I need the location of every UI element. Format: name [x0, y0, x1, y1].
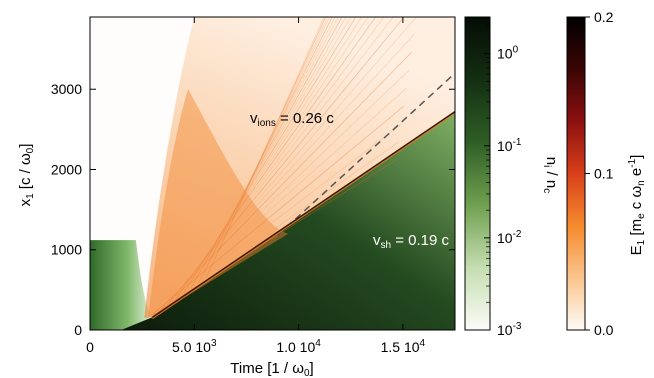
ion-streak — [173, 17, 385, 300]
y-axis-label-sub2: 0 — [25, 147, 36, 153]
field-label-end: ] — [628, 155, 645, 159]
ion-streak — [151, 123, 402, 316]
density-tick-label: 10-1 — [497, 137, 522, 154]
ion-streaks — [146, 17, 417, 319]
x-axis-label-main: Time [1 / ω — [230, 360, 304, 377]
ion-streak — [206, 17, 326, 278]
ion-streak — [186, 17, 352, 292]
shock-front-glow — [152, 112, 455, 320]
ion-streak — [148, 141, 400, 317]
density-tick-label: 100 — [497, 45, 519, 62]
x-axis-label: Time [1 / ω0] — [230, 360, 313, 378]
ion-streak — [183, 17, 357, 293]
ion-velocity-sub: ions — [258, 118, 276, 129]
x-axis-label-end: ] — [310, 360, 314, 377]
ion-streak — [166, 17, 417, 305]
density-label-sub1: i — [541, 165, 552, 167]
ion-streak — [156, 87, 407, 312]
y-axis-label-end: ] — [17, 144, 34, 148]
x-tick-label: 1.0 104 — [276, 338, 321, 355]
field-label-mid: [m — [628, 219, 645, 240]
x-tick-label: 0 — [86, 339, 94, 355]
x-axis-ticks: 0 5.0 103 1.0 104 1.5 104 — [86, 17, 426, 355]
ion-streak — [198, 17, 333, 283]
field-label-sub2: e — [636, 213, 647, 219]
density-colorbar-ticks: 10-3 10-2 10-1 100 — [484, 25, 522, 338]
ion-streak — [203, 17, 328, 280]
ion-streak — [178, 17, 369, 297]
field-tick-label: 0.2 — [594, 9, 614, 25]
ion-streak — [153, 105, 405, 314]
y-axis-label: x1 [c / ω0] — [17, 144, 36, 207]
y-axis-label-mid: [c / ω — [17, 153, 34, 193]
ion-streak — [196, 17, 336, 285]
y-tick-label: 2000 — [51, 161, 82, 177]
ion-velocity-annotation: vions = 0.26 c — [250, 110, 334, 129]
density-label-mid: / n — [543, 167, 560, 188]
density-colorbar-label: ni / nc — [541, 157, 560, 193]
ion-streak — [146, 159, 397, 319]
field-tick-label: 0.0 — [594, 322, 614, 338]
y-tick-label: 1000 — [51, 242, 82, 258]
ion-streak — [201, 17, 331, 281]
field-label-mid3: e — [628, 168, 645, 181]
initial-target-band — [90, 240, 153, 330]
ion-streak — [158, 69, 410, 310]
field-colorbar — [566, 16, 586, 331]
x-axis-label-sub: 0 — [304, 368, 310, 378]
expanding-ions-region — [144, 17, 455, 318]
ion-streak — [188, 17, 347, 290]
density-tick-label: 10-3 — [497, 321, 522, 338]
ion-streak — [208, 17, 325, 276]
density-tick-label: 10-2 — [497, 229, 522, 246]
field-label-main: E — [628, 245, 645, 255]
y-tick-label: 3000 — [51, 81, 82, 97]
field-label-mid2: c ω — [628, 186, 645, 214]
ion-streak — [191, 17, 343, 288]
shock-velocity-annotation: vsh = 0.19 c — [373, 232, 450, 251]
y-axis-label-sub1: 1 — [25, 193, 36, 199]
plot-frame — [89, 16, 456, 331]
field-tick-label: 0.1 — [594, 166, 614, 182]
field-label-sup: -1 — [627, 158, 638, 167]
ion-velocity-post: = 0.26 c — [276, 110, 334, 127]
shock-front-line — [152, 111, 455, 318]
plot-area — [90, 17, 455, 330]
density-label-sub2: c — [541, 188, 552, 193]
ion-streak — [176, 17, 377, 299]
ion-streak — [193, 17, 339, 287]
shock-velocity-pre: v — [373, 232, 381, 249]
ion-streak — [168, 17, 405, 304]
field-colorbar-ticks: 0.0 0.1 0.2 — [585, 9, 614, 338]
field-colorbar-label: E1 [me c ωn e-1] — [627, 155, 647, 256]
y-axis-ticks: 0 1000 2000 3000 — [51, 81, 455, 338]
field-label-sub1: 1 — [636, 239, 647, 245]
y-tick-label: 0 — [74, 322, 82, 338]
expanding-ions-core — [148, 89, 289, 318]
shock-velocity-sub: sh — [381, 240, 392, 251]
field-label-sub3: n — [636, 180, 647, 186]
ion-streak — [161, 52, 412, 309]
y-axis-label-main: x — [17, 198, 34, 206]
ion-streak — [171, 17, 394, 302]
x-tick-label: 5.0 103 — [172, 338, 217, 355]
ion-streak — [163, 34, 415, 307]
shock-velocity-post: = 0.19 c — [391, 232, 449, 249]
ion-velocity-pre: v — [250, 110, 258, 127]
ion-streak — [181, 17, 363, 295]
shocked-dense-region — [121, 111, 455, 330]
ion-front-dashed-line — [277, 72, 455, 236]
x-tick-label: 1.5 104 — [381, 338, 426, 355]
density-label-main: n — [543, 157, 560, 165]
